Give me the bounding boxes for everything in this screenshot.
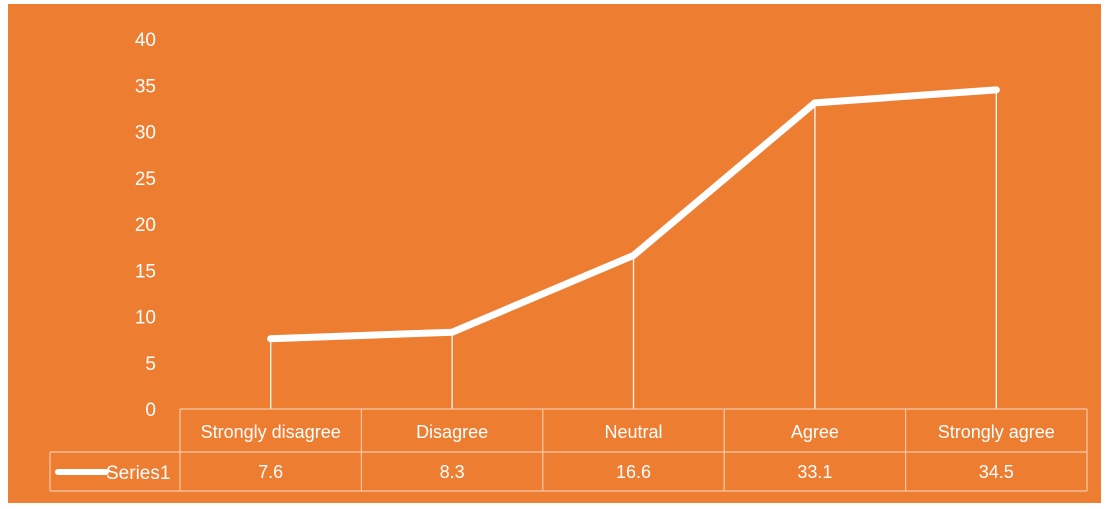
x-category-label: Agree xyxy=(791,422,839,442)
y-tick-label: 35 xyxy=(135,76,156,97)
x-category-label: Strongly disagree xyxy=(201,422,341,442)
x-category-label: Strongly agree xyxy=(938,422,1055,442)
line-chart: 0 5 10 15 20 25 30 35 40 Strongly disagree Disagr… xyxy=(49,30,1088,492)
y-tick-label: 15 xyxy=(135,261,156,282)
data-table-value: 8.3 xyxy=(440,462,465,482)
data-point xyxy=(992,86,1000,94)
data-table-value: 33.1 xyxy=(797,462,832,482)
data-point xyxy=(448,328,456,336)
data-point xyxy=(267,335,275,343)
data-point xyxy=(630,251,637,259)
y-tick-label: 5 xyxy=(145,354,156,375)
data-table-value: 7.6 xyxy=(258,462,283,482)
y-tick-label: 25 xyxy=(135,169,156,190)
data-table-value: 16.6 xyxy=(616,462,651,482)
y-tick-label: 10 xyxy=(135,308,156,329)
y-tick-label: 40 xyxy=(135,30,156,51)
data-table-value: 34.5 xyxy=(979,462,1014,482)
x-category-label: Neutral xyxy=(604,422,662,442)
chart-area: 0 5 10 15 20 25 30 35 40 Strongly disagree Disagr… xyxy=(8,4,1101,503)
y-tick-label: 0 xyxy=(145,400,156,421)
y-tick-label: 20 xyxy=(135,215,156,236)
x-category-label: Disagree xyxy=(416,422,488,442)
legend-series-label: Series1 xyxy=(106,463,170,484)
y-tick-label: 30 xyxy=(135,123,156,144)
data-point xyxy=(811,99,819,107)
